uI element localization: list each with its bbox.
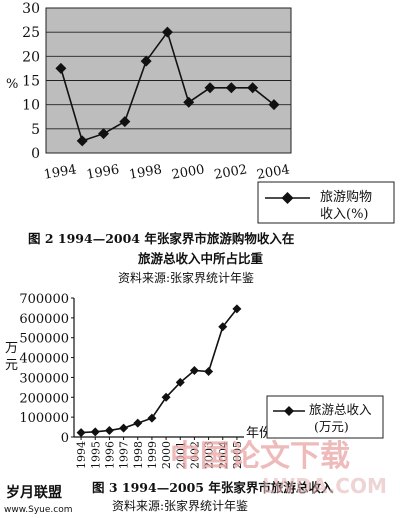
chart1-legend-marker [281, 192, 294, 204]
chart1-data-point [268, 99, 280, 111]
chart2-legend-label-line2: (万元) [314, 419, 349, 434]
chart-2: 0 100000 200000 300000 400000 500000 600000 700… [5, 292, 384, 513]
chart2-x-tick-label: 2005 [231, 441, 244, 469]
chart1-y-ticks: 0 5 10 15 20 25 30 [22, 1, 40, 162]
watermark-site-left: www.Syue.com [4, 505, 72, 515]
chart1-data-point [247, 82, 259, 94]
chart2-y-tick-label: 0 [61, 431, 69, 446]
chart1-legend: 旅游购物 收入(%) [257, 181, 395, 224]
chart1-y-tick-label: 10 [22, 98, 40, 114]
chart1-caption-line2: 旅游总收入中所占比重 [137, 251, 264, 266]
chart2-data-point [161, 392, 171, 402]
chart2-y-tick-label: 400000 [19, 352, 69, 367]
chart2-x-tick-label: 2000 [160, 441, 173, 469]
chart1-x-ticks: 1994 1996 1998 2000 2002 2004 [43, 162, 291, 183]
chart2-x-tick-label: 1997 [118, 441, 131, 469]
chart2-x-ticks: 1994 1995 1996 1997 1998 1999 2000 2001 2002 2003… [75, 437, 244, 469]
chart1-x-tick-label: 2004 [256, 162, 291, 183]
chart2-y-tick-label: 500000 [19, 332, 69, 347]
chart1-y-tick-label: 30 [22, 1, 40, 17]
chart2-series-line [81, 308, 238, 434]
chart2-x-tick-label: 2003 [203, 441, 216, 469]
chart1-legend-box [257, 181, 395, 224]
chart2-data-point [189, 365, 199, 375]
chart1-caption-line1: 图 2 1994—2004 年张家界市旅游购物收入在 [28, 231, 294, 246]
chart1-x-tick-label: 1998 [128, 162, 163, 183]
chart1-y-axis-label: % [6, 77, 18, 92]
chart1-data-point [161, 26, 173, 38]
chart2-x-tick-label: 1996 [103, 441, 116, 469]
chart2-legend-label-line1: 旅游总收入 [309, 402, 372, 417]
chart2-y-tick-label: 100000 [19, 411, 69, 426]
chart2-markers [76, 304, 242, 438]
chart1-data-point [76, 135, 88, 147]
chart2-legend-box [266, 395, 384, 439]
chart1-x-tick-label: 1994 [43, 162, 78, 183]
chart2-y-ticks: 0 100000 200000 300000 400000 500000 600000 700… [19, 292, 74, 446]
chart1-data-point [225, 82, 237, 94]
chart2-legend: 旅游总收入 (万元) [266, 395, 384, 439]
chart2-data-point [119, 423, 129, 433]
watermark-logo-right: 中国论文下载 [170, 439, 350, 474]
chart1-source: 资料来源:张家界统计年鉴 [118, 270, 254, 285]
chart2-data-point [147, 413, 157, 423]
chart2-data-point [76, 428, 86, 438]
chart2-y-tick-label: 700000 [19, 292, 69, 307]
watermark-logo-left: 岁月联盟 [6, 484, 62, 501]
chart1-y-tick-label: 5 [31, 122, 40, 138]
watermark: 岁月联盟 www.Syue.com 中国论文下载 LWDA.COM [4, 439, 387, 515]
chart2-y-tick-label: 200000 [19, 391, 69, 406]
chart1-data-point [119, 116, 131, 128]
chart2-x-axis-label: 年份 [246, 426, 272, 441]
chart1-markers [55, 26, 280, 147]
chart1-y-tick-label: 0 [31, 146, 40, 162]
chart2-data-point [133, 418, 143, 428]
chart2-data-point [175, 377, 185, 387]
chart2-x-tick-label: 1995 [89, 441, 102, 469]
chart1-x-tick-label: 1996 [85, 162, 120, 183]
chart1-legend-label-line2: 收入(%) [320, 207, 369, 222]
chart1-x-tick-label: 2002 [213, 162, 248, 183]
chart1-y-tick-label: 20 [22, 49, 40, 65]
chart1-data-point [183, 96, 195, 108]
chart2-data-point [104, 425, 114, 435]
watermark-site-right: LWDA.COM [262, 474, 387, 498]
chart2-x-tick-label: 2001 [174, 441, 187, 469]
chart2-source: 资料来源:张家界统计年鉴 [112, 498, 248, 513]
chart2-y-axis-label-line1: 万 [5, 341, 18, 356]
chart2-legend-marker [284, 406, 294, 416]
chart2-x-tick-label: 2002 [188, 441, 201, 469]
chart1-data-point [140, 55, 152, 67]
chart2-y-tick-label: 300000 [19, 371, 69, 386]
chart2-data-point [218, 322, 228, 332]
chart1-data-point [55, 62, 67, 74]
chart2-caption: 图 3 1994—2005 年张家界市旅游总收入 [92, 480, 334, 495]
chart2-x-tick-label: 2004 [217, 441, 230, 469]
chart1-y-tick-label: 25 [22, 25, 40, 41]
chart2-x-tick-label: 1999 [146, 441, 159, 469]
chart2-data-point [204, 366, 214, 376]
chart1-y-tick-label: 15 [22, 74, 40, 90]
chart1-data-point [98, 128, 110, 140]
chart1-x-tick-label: 2000 [171, 162, 206, 183]
chart2-x-tick-label: 1994 [75, 441, 88, 469]
chart2-y-tick-label: 600000 [19, 312, 69, 327]
chart2-data-point [90, 427, 100, 437]
chart2-x-tick-label: 1998 [132, 441, 145, 469]
chart2-data-point [232, 304, 242, 314]
chart1-legend-label-line1: 旅游购物 [320, 189, 372, 205]
chart1-data-point [204, 82, 216, 94]
chart2-y-axis-label-line2: 元 [5, 358, 18, 373]
